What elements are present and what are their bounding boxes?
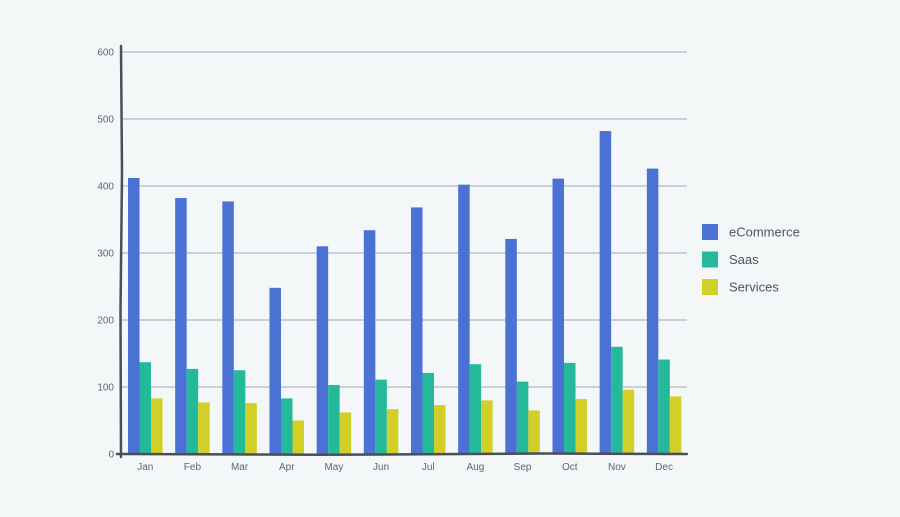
bar-services-apr — [292, 420, 304, 454]
legend: eCommerce Saas Services — [702, 224, 800, 295]
bar-saas-jul — [422, 372, 434, 454]
x-tick-label: Dec — [655, 462, 673, 473]
bar-ecommerce-jan — [128, 177, 140, 454]
bar-saas-nov — [611, 346, 623, 454]
legend-swatch-saas — [702, 251, 718, 268]
legend-label-services: Services — [729, 280, 779, 295]
y-tick-label: 400 — [97, 182, 114, 193]
bar-services-jan — [151, 398, 163, 454]
x-tick-label: Jan — [137, 462, 153, 473]
bar-services-may — [339, 412, 352, 454]
grid-lines — [121, 51, 687, 388]
y-tick-label: 300 — [97, 249, 114, 260]
y-tick-label: 100 — [97, 383, 114, 394]
x-tick-label: Oct — [562, 462, 578, 473]
bar-saas-sep — [516, 381, 529, 454]
bar-saas-may — [328, 384, 340, 454]
axes — [115, 44, 689, 459]
bar-ecommerce-mar — [222, 201, 234, 454]
bar-ecommerce-dec — [646, 168, 659, 454]
x-tick-label: Aug — [467, 462, 485, 473]
bar-services-oct — [575, 399, 587, 454]
bar-services-jul — [434, 405, 446, 454]
x-tick-label: Mar — [231, 462, 249, 473]
bar-ecommerce-oct — [552, 178, 564, 454]
legend-label-ecommerce: eCommerce — [729, 225, 800, 240]
bar-saas-feb — [186, 368, 199, 454]
x-tick-label: Sep — [514, 462, 532, 473]
y-tick-label: 0 — [108, 450, 114, 461]
bar-services-mar — [245, 403, 257, 454]
bar-services-nov — [622, 389, 635, 454]
bars — [128, 131, 682, 454]
legend-swatch-ecommerce — [702, 224, 718, 240]
y-tick-label: 600 — [97, 48, 114, 59]
bar-saas-jan — [139, 362, 151, 454]
bar-ecommerce-may — [316, 246, 329, 454]
bar-ecommerce-feb — [175, 198, 187, 454]
y-tick-label: 200 — [97, 316, 114, 327]
bar-services-jun — [386, 409, 399, 454]
legend-swatch-services — [702, 279, 718, 295]
bar-saas-apr — [281, 398, 293, 454]
bar-saas-jun — [375, 379, 387, 454]
bar-ecommerce-jul — [411, 207, 423, 454]
x-tick-label: Feb — [184, 462, 202, 473]
bar-services-dec — [669, 396, 682, 454]
x-axis-ticks: Jan Feb Mar Apr May Jun Jul Aug Sep Oct Nov Dec — [137, 462, 673, 473]
bar-saas-mar — [233, 370, 246, 454]
bar-ecommerce-apr — [269, 287, 281, 454]
bar-services-feb — [198, 402, 210, 454]
x-axis-line — [115, 452, 689, 457]
bar-saas-aug — [469, 364, 482, 454]
x-tick-label: Nov — [608, 462, 626, 473]
bar-ecommerce-jun — [363, 230, 376, 454]
y-axis-line — [119, 44, 124, 459]
bar-ecommerce-sep — [505, 238, 517, 454]
x-tick-label: Apr — [279, 462, 295, 473]
legend-label-saas: Saas — [729, 252, 759, 267]
y-axis-ticks: 0 100 200 300 400 500 600 — [97, 48, 114, 461]
bar-services-sep — [528, 410, 540, 454]
bar-saas-oct — [564, 362, 576, 454]
bar-ecommerce-aug — [458, 184, 470, 454]
bar-ecommerce-nov — [599, 131, 612, 454]
y-tick-label: 500 — [97, 115, 114, 126]
x-tick-label: Jun — [373, 462, 389, 473]
bar-services-aug — [481, 400, 493, 454]
x-tick-label: Jul — [422, 462, 435, 473]
bar-saas-dec — [658, 359, 670, 454]
x-tick-label: May — [324, 462, 343, 473]
